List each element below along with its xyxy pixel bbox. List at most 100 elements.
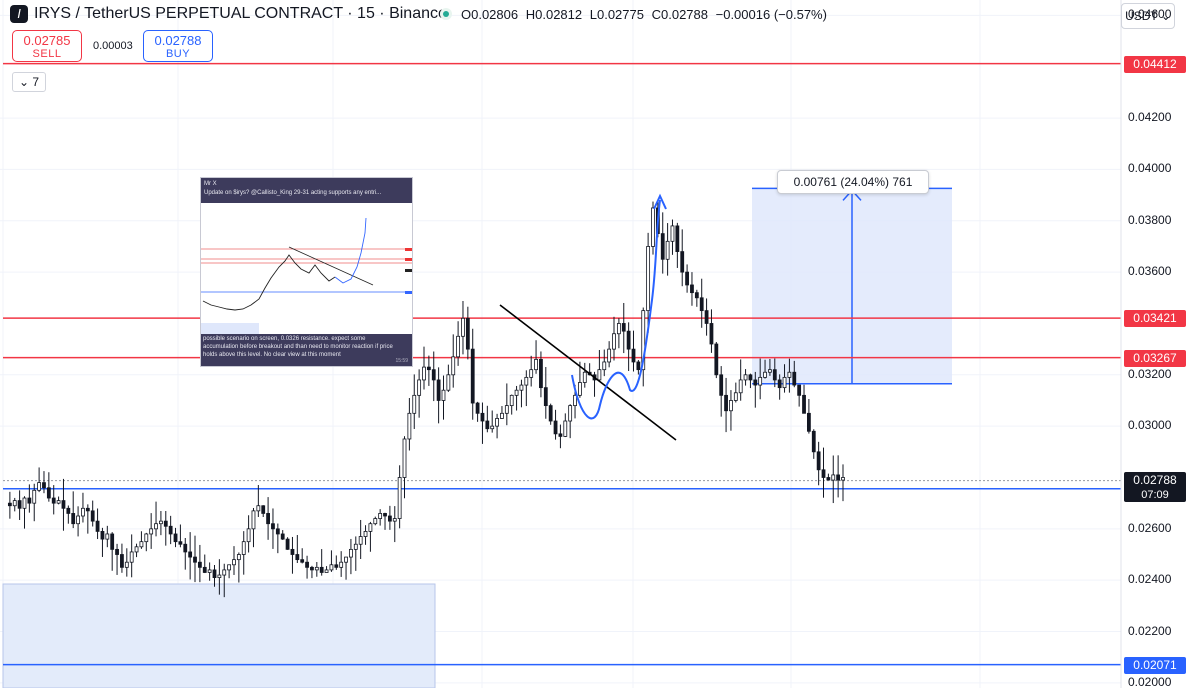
sell-button[interactable]: 0.02785 SELL	[12, 30, 82, 62]
candle-body	[197, 561, 202, 568]
candle-body	[480, 412, 485, 422]
candle-body	[27, 497, 32, 504]
candle-body	[685, 271, 689, 286]
candle-body	[46, 487, 51, 499]
candle-body	[368, 523, 373, 532]
candle-body	[836, 474, 841, 481]
candle-body	[363, 531, 368, 537]
price-level-label[interactable]: 0.03421	[1124, 310, 1186, 328]
candle-body	[826, 477, 831, 481]
candle-body	[56, 500, 61, 504]
price-tick-label: 0.02400	[1128, 572, 1172, 587]
candle-body	[426, 366, 431, 371]
candle-body	[236, 554, 241, 561]
candle-body	[519, 384, 524, 391]
price-tick-label: 0.03800	[1128, 212, 1172, 227]
candle-body	[763, 371, 767, 378]
candle-body	[470, 348, 475, 404]
embedded-post-image: Mr X Update on $irys? @Callisto_King 29-…	[200, 177, 413, 367]
price-level-label[interactable]: 0.02071	[1124, 656, 1186, 674]
candle-body	[451, 356, 456, 376]
candle-body	[110, 533, 115, 550]
candle-body	[207, 569, 212, 573]
candle-body	[675, 225, 680, 252]
candle-body	[202, 566, 207, 573]
price-tick-label: 0.02600	[1128, 520, 1172, 535]
candle-body	[314, 566, 319, 571]
candle-body	[319, 566, 324, 573]
candle-body	[602, 361, 607, 371]
indicator-count: 7	[32, 75, 40, 89]
candle-body	[95, 520, 100, 532]
ohlc-high: H0.02812	[525, 7, 583, 22]
price-level-label[interactable]: 0.03267	[1124, 349, 1186, 367]
sell-price: 0.02785	[23, 33, 71, 48]
candle-body	[402, 438, 407, 478]
candle-body	[85, 507, 90, 512]
candle-body	[232, 559, 236, 566]
candle-body	[436, 379, 441, 401]
candle-body	[12, 500, 17, 507]
candle-body	[563, 420, 568, 437]
candle-body	[748, 374, 753, 381]
candle-body	[431, 369, 436, 381]
candle-body	[548, 405, 553, 422]
candle-body	[738, 379, 743, 394]
candle-body	[446, 374, 451, 391]
candle-body	[115, 548, 119, 555]
candle-body	[144, 533, 149, 543]
candle-body	[159, 520, 163, 525]
price-level-label[interactable]: 0.04412	[1124, 55, 1186, 73]
demand-zone	[2, 583, 436, 688]
price-tick-label: 0.04000	[1128, 161, 1172, 176]
candle-body	[475, 402, 480, 414]
candle-body	[787, 371, 792, 378]
market-status-icon	[440, 8, 452, 20]
candle-body	[120, 554, 124, 568]
candle-body	[71, 513, 76, 525]
candle-body	[626, 330, 631, 350]
candle-body	[100, 531, 105, 540]
candle-body	[417, 379, 422, 396]
price-tick-label: 0.02200	[1128, 623, 1172, 638]
candle-body	[407, 412, 412, 440]
measure-tooltip: 0.00761 (24.04%) 761	[777, 170, 929, 194]
candle-body	[392, 518, 397, 522]
projection-path	[571, 199, 661, 420]
post-mini-chart	[201, 217, 412, 334]
candle-body	[256, 505, 261, 512]
projection-arrow-head	[653, 193, 667, 210]
sell-label: SELL	[32, 48, 62, 60]
buy-button[interactable]: 0.02788 BUY	[143, 30, 213, 62]
candle-body	[660, 233, 665, 260]
candle-body	[465, 317, 470, 350]
candle-body	[51, 497, 56, 504]
candle-body	[310, 566, 314, 571]
candle-body	[378, 513, 383, 519]
candle-body	[816, 451, 821, 471]
candle-body	[782, 376, 787, 389]
candle-body	[173, 533, 178, 543]
currency-select[interactable]: USDT ⌄	[1121, 3, 1175, 29]
ohlc-close: C0.02788	[651, 7, 708, 22]
symbol-title[interactable]: IRYS / TetherUS PERPETUAL CONTRACT · 15 …	[34, 5, 447, 22]
candle-body	[553, 420, 558, 435]
symbol-logo: I	[10, 5, 28, 23]
candle-body	[212, 569, 217, 579]
candle-body	[387, 515, 392, 522]
candle-body	[275, 528, 280, 535]
candle-body	[81, 507, 85, 517]
candle-body	[300, 559, 305, 563]
buy-label: BUY	[165, 48, 191, 60]
trend-line	[499, 304, 677, 441]
candle-body	[724, 394, 728, 412]
zones-layer	[2, 187, 952, 688]
candle-body	[412, 394, 417, 414]
candle-body	[461, 317, 465, 337]
post-body: possible scenario on screen, 0.0326 resi…	[203, 336, 393, 358]
candle-body	[124, 561, 129, 568]
candle-body	[329, 564, 334, 571]
candle-body	[17, 500, 22, 509]
indicators-toggle[interactable]: ⌄ 7	[12, 72, 46, 92]
